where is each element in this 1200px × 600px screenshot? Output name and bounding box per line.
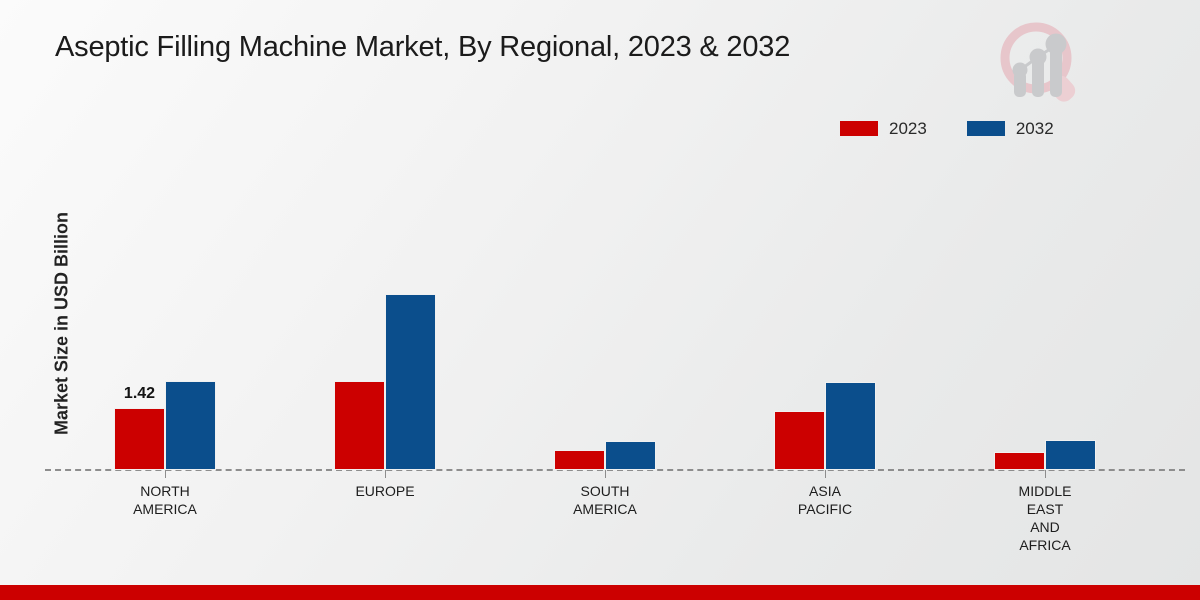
bar-2023[interactable] xyxy=(994,452,1045,470)
chart-legend: 2023 2032 xyxy=(840,120,1054,137)
legend-swatch-2032-icon xyxy=(966,121,1005,136)
bar-2023[interactable] xyxy=(774,411,825,470)
legend-swatch-2023-icon xyxy=(840,121,878,136)
bar-2023[interactable] xyxy=(334,381,385,470)
x-axis-category-label: ASIA PACIFIC xyxy=(797,483,853,517)
chart-title: Aseptic Filling Machine Market, By Regio… xyxy=(55,31,791,63)
bar-group xyxy=(554,160,656,470)
bar-value-label: 1.42 xyxy=(123,385,156,402)
bar-group xyxy=(994,160,1096,470)
bar-2032[interactable] xyxy=(605,441,656,470)
legend-item-2032[interactable]: 2032 xyxy=(966,119,1054,138)
bar-2032[interactable] xyxy=(1045,440,1096,470)
bar-2032[interactable] xyxy=(385,294,436,470)
x-axis-category-label: EUROPE xyxy=(355,483,415,499)
x-axis-baseline xyxy=(45,469,1185,471)
legend-label-2023: 2023 xyxy=(889,119,927,138)
bar-group xyxy=(774,160,876,470)
bar-group: 1.42 xyxy=(114,160,216,470)
x-axis-tick xyxy=(825,470,826,478)
bar-2032[interactable] xyxy=(165,381,216,470)
plot-area: 1.42 xyxy=(45,160,1185,478)
bar-group xyxy=(334,160,436,470)
bar-2032[interactable] xyxy=(825,382,876,470)
bottom-accent-stripe xyxy=(0,585,1200,600)
bar-2023[interactable] xyxy=(554,450,605,470)
x-axis-tick xyxy=(605,470,606,478)
company-logo-watermark-icon xyxy=(992,14,1084,110)
x-axis-tick xyxy=(385,470,386,478)
x-axis-category-label: NORTH AMERICA xyxy=(133,483,197,517)
bar-2023[interactable]: 1.42 xyxy=(114,385,165,470)
x-axis-tick xyxy=(165,470,166,478)
x-axis-category-label: SOUTH AMERICA xyxy=(573,483,637,517)
x-axis-tick xyxy=(1045,470,1046,478)
legend-item-2023[interactable]: 2023 xyxy=(840,120,927,137)
legend-label-2032: 2032 xyxy=(1015,119,1054,138)
x-axis-category-label: MIDDLE EAST AND AFRICA xyxy=(1018,483,1072,553)
